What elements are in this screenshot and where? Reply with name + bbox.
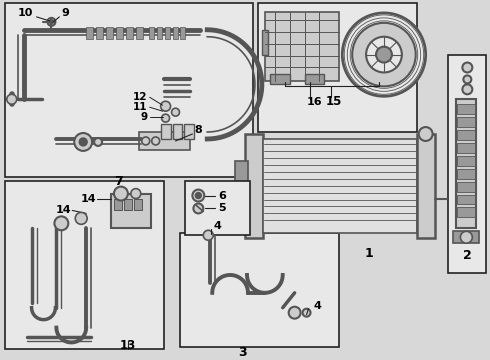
Bar (235, 203, 248, 228)
Text: 3: 3 (238, 346, 246, 359)
Text: 10: 10 (18, 8, 33, 18)
Bar (458, 130, 475, 140)
Bar (180, 27, 185, 39)
Circle shape (343, 13, 426, 96)
Text: 13: 13 (120, 339, 136, 352)
Bar (114, 198, 122, 211)
Bar (148, 27, 154, 39)
Text: 7: 7 (115, 175, 123, 188)
Circle shape (74, 133, 92, 151)
Circle shape (131, 189, 141, 198)
Text: 16: 16 (307, 97, 322, 107)
Circle shape (49, 20, 53, 24)
Text: 1: 1 (365, 247, 373, 260)
Bar (124, 198, 132, 211)
Bar (86, 27, 93, 39)
Circle shape (463, 63, 472, 72)
Circle shape (289, 307, 300, 319)
Circle shape (464, 76, 471, 84)
Circle shape (352, 23, 416, 86)
Circle shape (172, 108, 179, 116)
Circle shape (54, 216, 68, 230)
Bar (116, 27, 123, 39)
Bar (96, 27, 103, 39)
Circle shape (419, 127, 433, 141)
Bar (456, 99, 476, 228)
Circle shape (79, 138, 87, 146)
Text: 11: 11 (133, 102, 147, 112)
Bar (265, 12, 339, 81)
Bar (262, 30, 268, 55)
Bar (458, 117, 475, 127)
Circle shape (161, 101, 171, 111)
Text: 8: 8 (195, 125, 202, 135)
Bar (235, 161, 248, 186)
Circle shape (193, 190, 204, 202)
Circle shape (142, 137, 150, 145)
Text: 14: 14 (56, 206, 71, 215)
Circle shape (152, 137, 160, 145)
Bar (184, 124, 195, 139)
Circle shape (194, 203, 203, 213)
Bar (165, 27, 170, 39)
Text: 14: 14 (80, 194, 96, 203)
Circle shape (366, 37, 402, 72)
Text: 4: 4 (213, 221, 221, 231)
Circle shape (463, 84, 472, 94)
Bar (305, 75, 324, 84)
Bar (458, 182, 475, 192)
Bar (157, 27, 162, 39)
Text: 2: 2 (463, 249, 472, 262)
Circle shape (48, 18, 55, 26)
Bar (263, 139, 416, 233)
Bar (258, 3, 416, 132)
Bar (172, 27, 177, 39)
Circle shape (7, 94, 17, 104)
Bar (139, 132, 191, 150)
Bar (111, 194, 151, 228)
Bar (161, 124, 171, 139)
Bar (458, 169, 475, 179)
Bar (134, 198, 142, 211)
Bar (185, 181, 250, 235)
Bar (180, 233, 339, 347)
Text: 5: 5 (218, 203, 226, 213)
Circle shape (302, 309, 311, 317)
Circle shape (75, 212, 87, 224)
Text: 6: 6 (218, 190, 226, 201)
Circle shape (203, 230, 213, 240)
Bar (136, 27, 143, 39)
Bar (416, 134, 435, 238)
Bar (458, 143, 475, 153)
Bar (245, 134, 263, 238)
Bar (270, 75, 290, 84)
Circle shape (196, 193, 201, 198)
Text: 15: 15 (326, 95, 343, 108)
Circle shape (94, 138, 102, 146)
Bar (5, 3, 253, 177)
Bar (458, 207, 475, 217)
Bar (458, 194, 475, 204)
Text: 4: 4 (314, 301, 321, 311)
Text: 9: 9 (61, 8, 69, 18)
Bar (172, 124, 182, 139)
Bar (5, 181, 164, 350)
Circle shape (461, 231, 472, 243)
Text: 12: 12 (133, 92, 147, 102)
Circle shape (162, 114, 170, 122)
Circle shape (114, 186, 128, 201)
Bar (458, 104, 475, 114)
Circle shape (376, 47, 392, 63)
Bar (448, 55, 486, 273)
Bar (126, 27, 133, 39)
Bar (106, 27, 113, 39)
Bar (458, 156, 475, 166)
Text: 9: 9 (141, 112, 147, 122)
Bar (453, 231, 479, 243)
